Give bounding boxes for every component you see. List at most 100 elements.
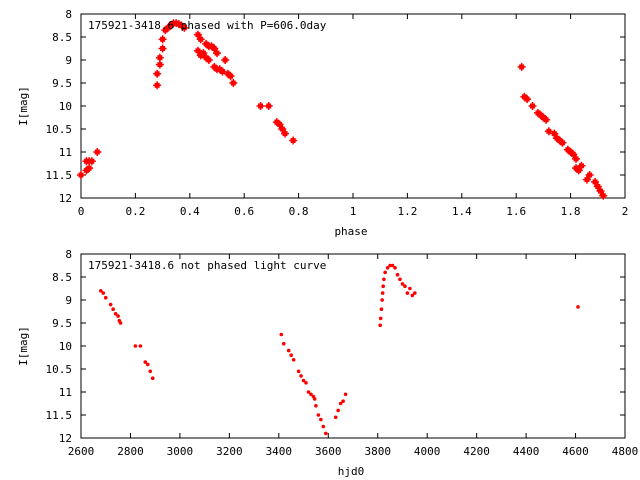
data-point: [544, 127, 553, 136]
data-point: [403, 284, 407, 289]
data-point: [291, 358, 296, 362]
y-tick-label: 10.5: [46, 363, 73, 376]
plot-frame: [80, 253, 626, 439]
data-point: [379, 307, 384, 312]
data-point: [523, 95, 532, 104]
y-tick-label: 11: [59, 386, 72, 399]
data-point: [388, 263, 392, 268]
data-point: [576, 305, 580, 309]
data-point: [574, 166, 583, 175]
data-point: [593, 182, 602, 191]
x-tick-label: 3200: [216, 445, 243, 458]
data-point: [569, 150, 578, 159]
y-tick-labels: 8 8.5 9 9.5 10 10.5 11 11.5 12: [46, 8, 73, 205]
data-point: [408, 286, 412, 291]
y-axis-label: I[mag]: [17, 326, 30, 366]
data-point: [148, 369, 153, 374]
x-tick-labels: 0 0.2 0.4 0.6 0.8 1 1.2 1.4 1.6 1.8 2: [78, 205, 629, 218]
data-point: [591, 177, 600, 186]
data-point: [309, 392, 313, 397]
data-point: [180, 23, 189, 32]
x-tick-label: 4400: [513, 445, 540, 458]
x-tick-label: 4200: [463, 445, 490, 458]
data-point: [299, 374, 303, 378]
data-point: [393, 266, 397, 270]
data-point: [577, 161, 586, 170]
y-tick-label: 9: [65, 54, 72, 67]
data-point: [343, 392, 348, 397]
data-point: [116, 314, 120, 318]
chart-title: 175921-3418.6 phased with P=606.0day: [88, 19, 327, 32]
data-point: [103, 295, 108, 300]
x-tick-label: 3000: [167, 445, 194, 458]
data-point: [542, 115, 551, 124]
data-point: [113, 312, 118, 316]
data-point: [229, 79, 238, 87]
x-tick-label: 2600: [68, 445, 95, 458]
data-point: [338, 401, 343, 406]
data-point: [558, 138, 567, 147]
data-point: [264, 102, 273, 110]
data-point: [153, 81, 162, 90]
data-point: [341, 399, 345, 404]
data-point: [400, 282, 405, 286]
x-tick-label: 1.4: [452, 205, 472, 218]
data-point: [599, 191, 608, 200]
data-point: [133, 344, 138, 348]
data-point: [118, 321, 123, 325]
data-point: [306, 390, 311, 394]
data-point: [301, 378, 306, 383]
data-point: [87, 157, 96, 166]
x-tick-label: 2: [622, 205, 629, 218]
x-tick-label: 4600: [562, 445, 589, 458]
x-axis-label: phase: [334, 225, 367, 238]
y-tick-label: 12: [59, 192, 72, 205]
data-point: [304, 381, 308, 385]
data-points: [98, 263, 580, 436]
data-point: [101, 291, 106, 295]
data-point: [319, 417, 323, 422]
data-point: [85, 164, 94, 173]
y-tick-label: 11.5: [46, 409, 73, 422]
x-tick-label: 3400: [266, 445, 293, 458]
data-point: [279, 332, 284, 337]
data-point: [193, 30, 202, 39]
data-point: [111, 307, 115, 312]
data-point: [381, 284, 385, 289]
y-tick-label: 8.5: [52, 31, 72, 44]
data-point: [517, 62, 526, 71]
data-point: [138, 344, 143, 348]
data-point: [98, 289, 103, 293]
x-tick-label: 1: [350, 205, 357, 218]
y-axis-label: I[mag]: [17, 86, 30, 126]
data-point: [378, 323, 383, 328]
data-point: [155, 53, 164, 62]
data-point: [390, 263, 395, 268]
data-point: [528, 102, 537, 110]
data-point: [278, 125, 287, 133]
data-point: [204, 56, 213, 64]
data-point: [385, 266, 390, 270]
data-point: [596, 187, 605, 196]
y-tick-label: 11.5: [46, 169, 73, 182]
x-tick-label: 0.6: [234, 205, 254, 218]
x-tick-label: 3800: [364, 445, 391, 458]
x-tick-label: 4800: [612, 445, 639, 458]
y-tick-label: 9.5: [52, 317, 72, 330]
data-point: [289, 353, 293, 358]
data-point: [145, 362, 150, 367]
data-point: [93, 148, 102, 156]
phased-light-curve-panel: 0 0.2 0.4 0.6 0.8 1 1.2 1.4 1.6 1.8 2 8 8.5 9 9.5 10 10…: [17, 8, 628, 238]
data-point: [312, 397, 317, 401]
chart-title: 175921-3418.6 not phased light curve: [88, 259, 326, 272]
x-tick-label: 3600: [315, 445, 342, 458]
data-point: [275, 120, 284, 129]
data-points: [77, 19, 608, 200]
data-point: [380, 291, 385, 295]
data-point: [382, 277, 386, 282]
x-axis-label: hjd0: [338, 465, 365, 478]
data-point: [336, 408, 340, 413]
y-tick-label: 12: [59, 432, 72, 445]
data-point: [572, 154, 581, 163]
data-point: [324, 431, 328, 436]
